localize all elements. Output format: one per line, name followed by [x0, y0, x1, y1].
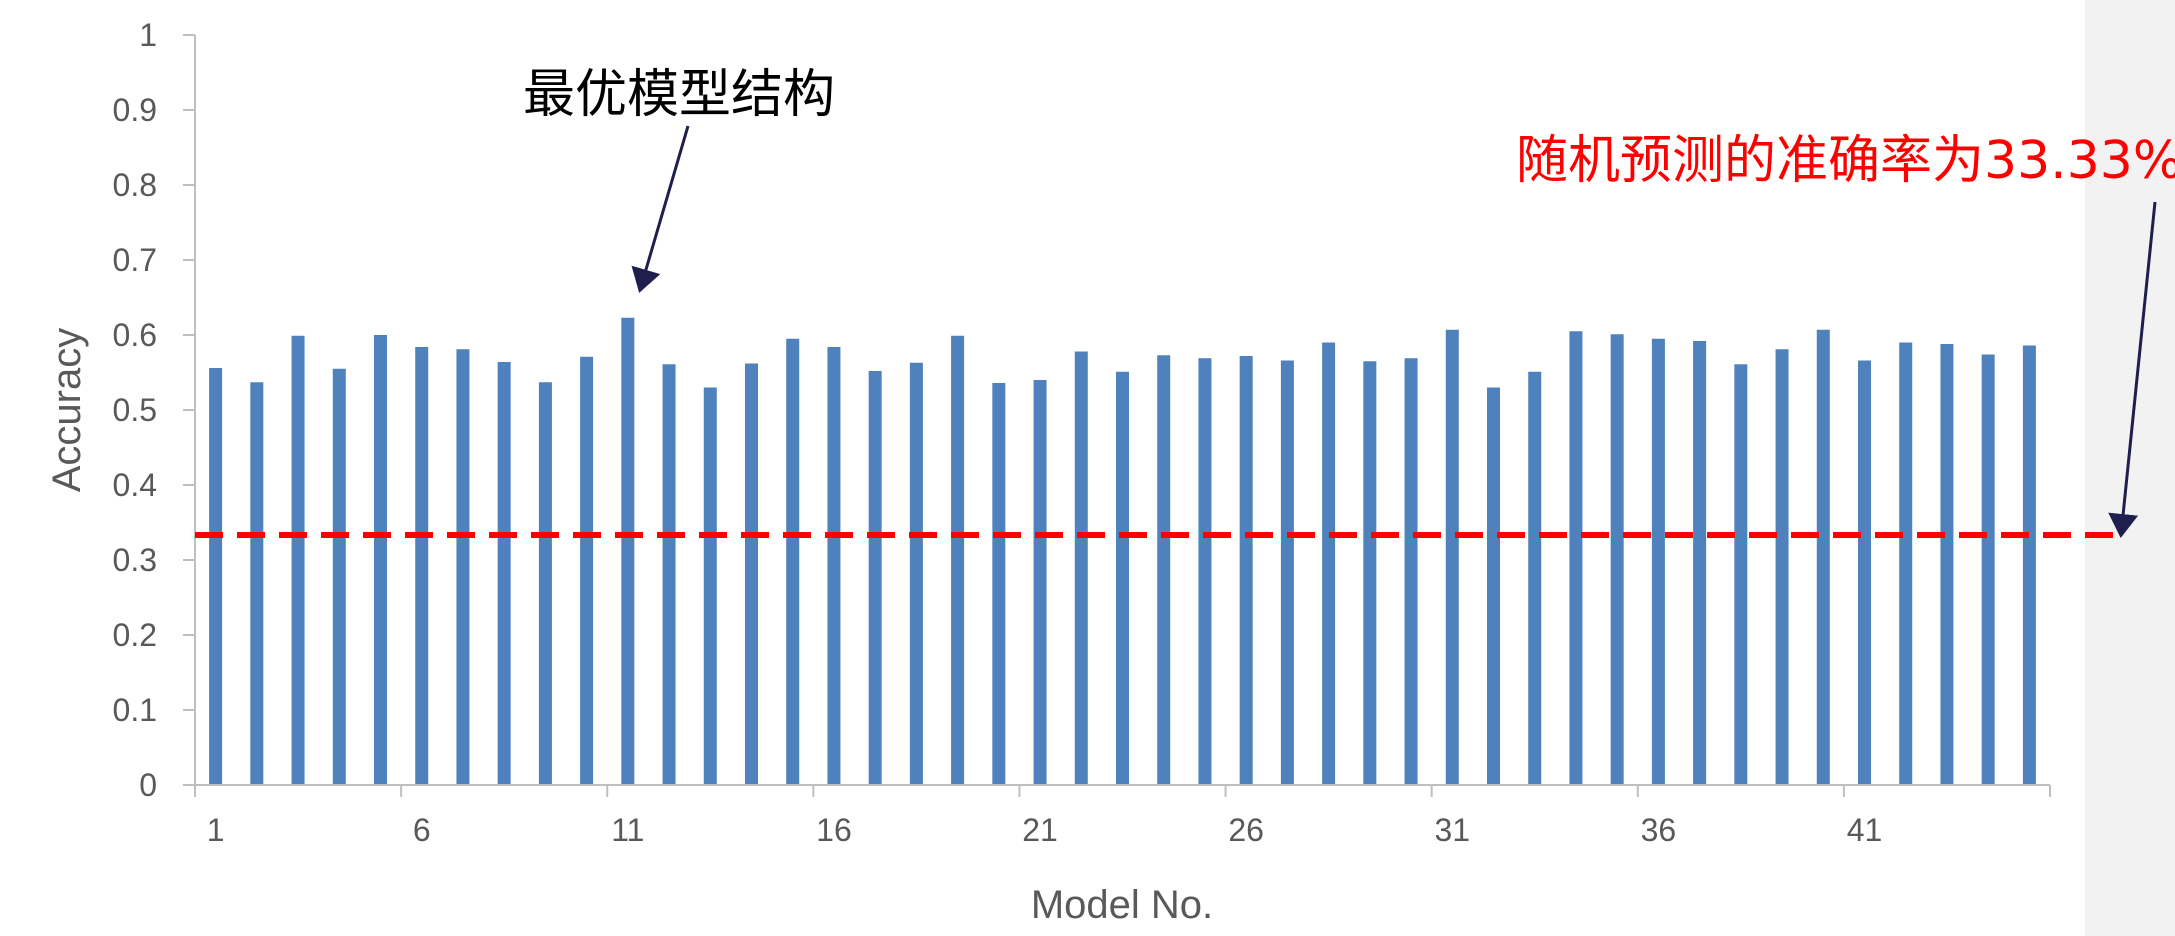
bar-model-37: [1693, 341, 1707, 785]
bar-model-36: [1651, 338, 1665, 785]
bar-model-14: [745, 363, 758, 785]
y-tick-labels: 0 0.1 0.2 0.3 0.4 0.5 0.6 0.7 0.8 0.9 1: [113, 17, 157, 803]
bar-model-25: [1198, 358, 1212, 785]
bar-model-27: [1280, 360, 1294, 785]
x-axis: [194, 784, 2051, 797]
bar-model-8: [497, 362, 511, 785]
x-tick-label: 6: [413, 812, 431, 848]
bar-model-44: [1981, 354, 1995, 785]
bar-model-22: [1074, 351, 1088, 785]
x-tick-label: 31: [1434, 812, 1470, 848]
bar-model-17: [868, 371, 882, 785]
bar-model-32: [1487, 387, 1500, 785]
bar-model-43: [1940, 344, 1954, 785]
x-tick-labels: 1 6 11 16 21 26 31 36 41: [207, 812, 1883, 848]
x-axis-title: Model No.: [1031, 883, 1213, 927]
bar-model-42: [1899, 342, 1913, 785]
x-tick-label: 36: [1641, 812, 1677, 848]
bars-group: [209, 317, 2036, 785]
bar-model-2: [250, 382, 264, 785]
bar-model-35: [1610, 334, 1624, 785]
bar-model-19: [951, 335, 965, 785]
x-tick-label: 21: [1022, 812, 1058, 848]
bar-model-24: [1157, 355, 1171, 785]
bar-model-31: [1445, 329, 1459, 785]
bar-model-12: [662, 364, 676, 785]
bar-model-30: [1404, 358, 1418, 785]
bar-model-3: [291, 335, 305, 785]
baseline-annotation: 随机预测的准确率为33.33%: [1516, 131, 2175, 191]
bar-model-16: [827, 347, 841, 785]
bar-model-28: [1322, 342, 1336, 785]
x-tick-label: 11: [611, 812, 644, 848]
x-tick-label: 16: [816, 812, 852, 848]
y-tick-label: 0: [139, 767, 157, 803]
y-tick-label: 0.7: [113, 242, 157, 278]
bar-model-9: [538, 382, 552, 785]
bar-model-40: [1816, 329, 1830, 785]
bar-model-10: [580, 356, 594, 785]
bar-model-33: [1528, 371, 1542, 785]
y-tick-label: 0.5: [113, 392, 157, 428]
bar-model-18: [909, 362, 923, 785]
bar-model-13: [703, 387, 717, 785]
y-axis-title: Accuracy: [45, 328, 89, 493]
y-tick-label: 0.2: [113, 617, 157, 653]
bar-model-15: [786, 338, 800, 785]
y-tick-label: 0.4: [113, 467, 157, 503]
x-tick-label: 26: [1228, 812, 1264, 848]
y-axis: [183, 34, 196, 786]
bar-model-45: [2022, 345, 2036, 785]
bar-model-6: [415, 347, 429, 785]
bar-model-39: [1775, 349, 1789, 785]
bar-model-4: [332, 368, 346, 785]
x-tick-label: 1: [207, 812, 225, 848]
bar-model-26: [1239, 356, 1253, 785]
bar-model-21: [1033, 380, 1047, 785]
y-tick-label: 0.1: [113, 692, 157, 728]
y-tick-label: 0.6: [113, 317, 157, 353]
bar-model-5: [374, 335, 387, 785]
bar-model-20: [992, 383, 1006, 785]
y-tick-label: 1: [139, 17, 157, 53]
y-tick-label: 0.9: [113, 92, 157, 128]
side-panel: [2085, 0, 2175, 936]
x-tick-label: 41: [1847, 812, 1883, 848]
y-tick-label: 0.8: [113, 167, 157, 203]
baseline-arrow: [2108, 201, 2157, 538]
bar-model-34: [1569, 331, 1583, 785]
bar-model-7: [456, 349, 470, 785]
best-model-annotation: 最优模型结构: [523, 65, 835, 125]
y-tick-label: 0.3: [113, 542, 157, 578]
bar-model-23: [1116, 371, 1129, 785]
best-model-arrow: [631, 125, 690, 293]
bar-model-38: [1734, 364, 1748, 785]
bar-model-11: [621, 317, 635, 785]
bar-model-29: [1363, 361, 1377, 785]
bar-model-1: [209, 368, 223, 785]
bar-model-41: [1858, 360, 1871, 785]
